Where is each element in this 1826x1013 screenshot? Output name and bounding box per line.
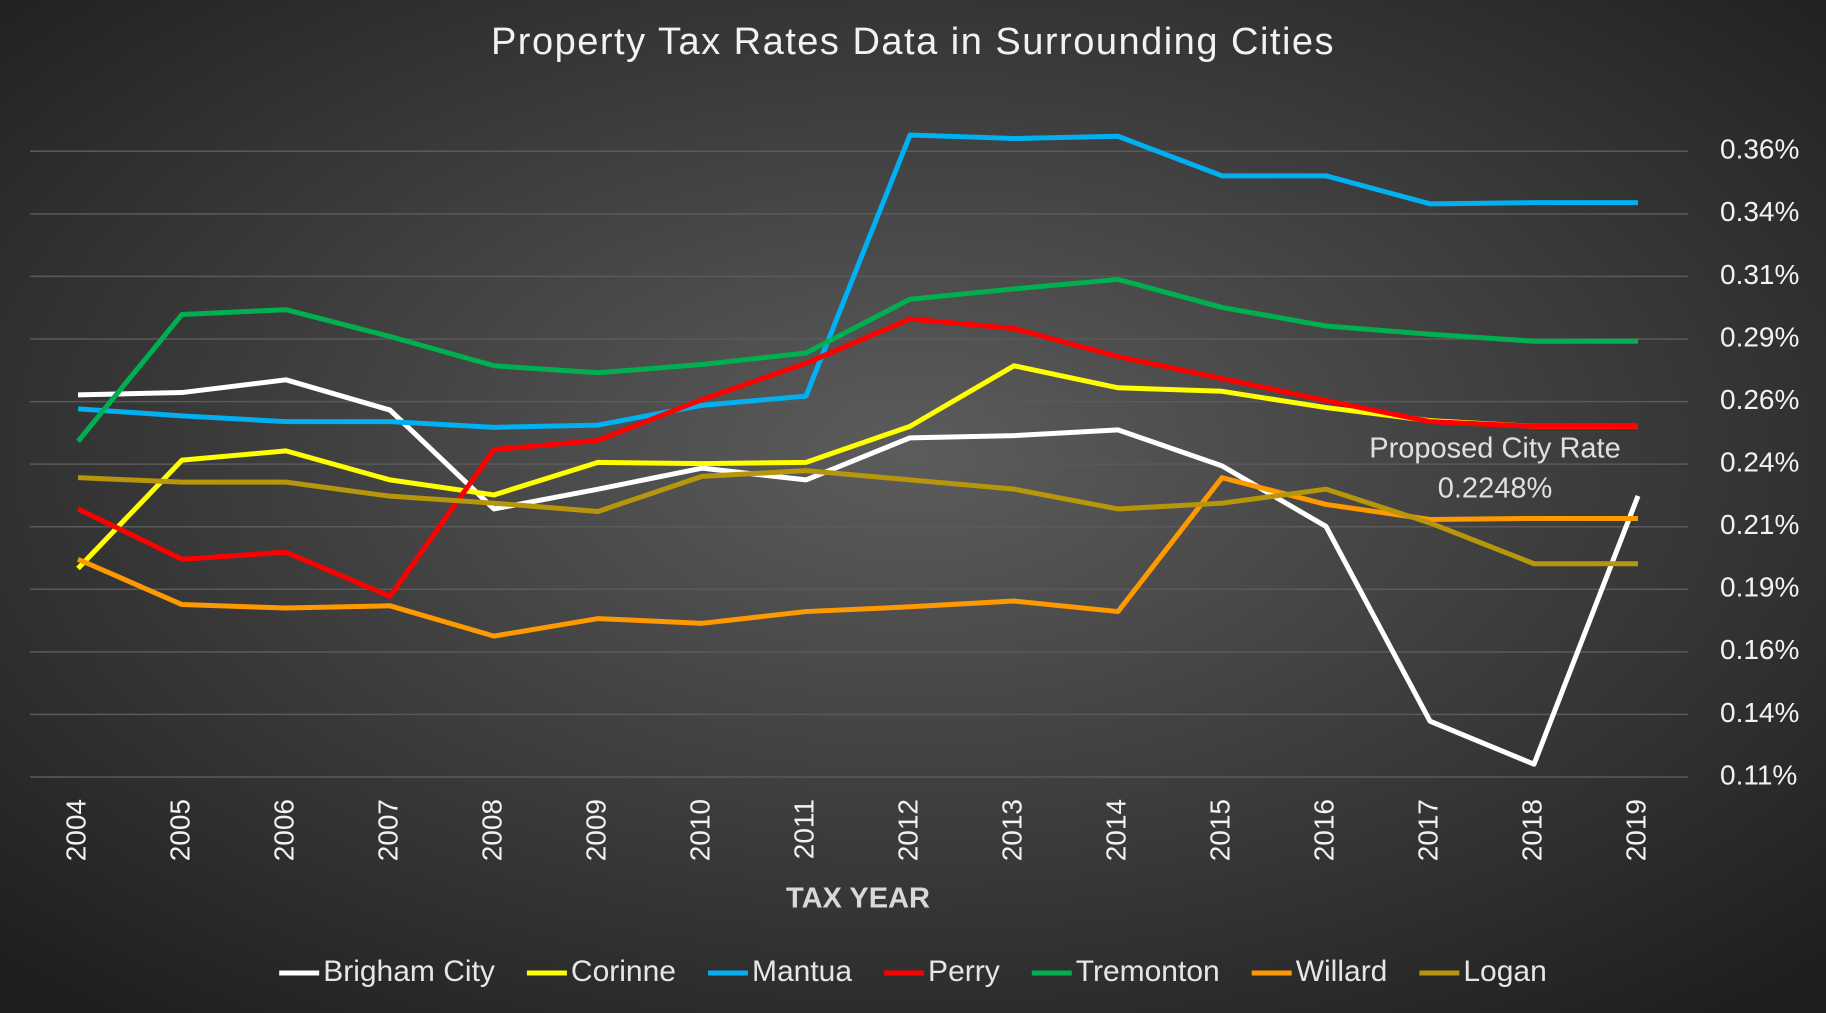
x-tick-label: 2008 [476,799,507,861]
y-tick-label: 0.24% [1720,447,1799,478]
x-tick-label: 2011 [788,799,819,859]
series-line [76,316,1638,599]
legend-label: Tremonton [1076,955,1220,988]
x-tick-label: 2017 [1412,799,1443,861]
x-tick-label: 2016 [1308,799,1339,861]
annotation: Proposed City Rate [1369,433,1620,465]
series-line [76,276,1638,443]
x-tick-label: 2015 [1204,799,1235,861]
legend-label: Perry [928,955,1000,988]
x-tick-label: 2019 [1620,799,1651,861]
x-tick-label: 2012 [892,799,923,861]
series-line [77,468,1638,567]
series-line [77,475,1638,639]
y-tick-label: 0.29% [1720,321,1799,352]
y-tick-label: 0.31% [1720,259,1799,290]
annotation: 0.2248% [1438,473,1553,505]
legend-label: Mantua [752,955,852,988]
legend-label: Willard [1296,955,1388,988]
y-tick-label: 0.14% [1720,697,1799,728]
x-tick-label: 2018 [1516,799,1547,861]
x-axis-title: TAX YEAR [786,883,930,915]
legend: Brigham City Corinne Mantua Perry Tremonton W… [279,955,1547,988]
series-line [77,132,1638,430]
y-tick-label: 0.34% [1720,196,1799,227]
legend-label: Corinne [571,955,676,988]
y-tick-label: 0.11% [1720,759,1797,790]
y-tick-label: 0.21% [1720,509,1799,540]
series-line [76,363,1638,571]
legend-label: Brigham City [323,955,495,988]
x-tick-label: 2005 [164,799,195,861]
x-tick-label: 2006 [268,799,299,861]
y-tick-label: 0.19% [1720,572,1799,603]
x-tick-label: 2010 [684,799,715,861]
x-tick-label: 2009 [580,799,611,861]
chart-title: Property Tax Rates Data in Surrounding C… [491,21,1335,63]
x-tick-label: 2013 [996,799,1027,861]
series-line [77,377,1641,767]
legend-label: Logan [1463,955,1546,988]
y-tick-label: 0.36% [1720,134,1799,165]
y-tick-label: 0.16% [1720,634,1799,665]
x-tick-label: 2007 [372,799,403,861]
x-tick-label: 2014 [1100,799,1131,861]
x-tick-label: 2004 [60,799,91,861]
y-tick-label: 0.26% [1720,384,1799,415]
